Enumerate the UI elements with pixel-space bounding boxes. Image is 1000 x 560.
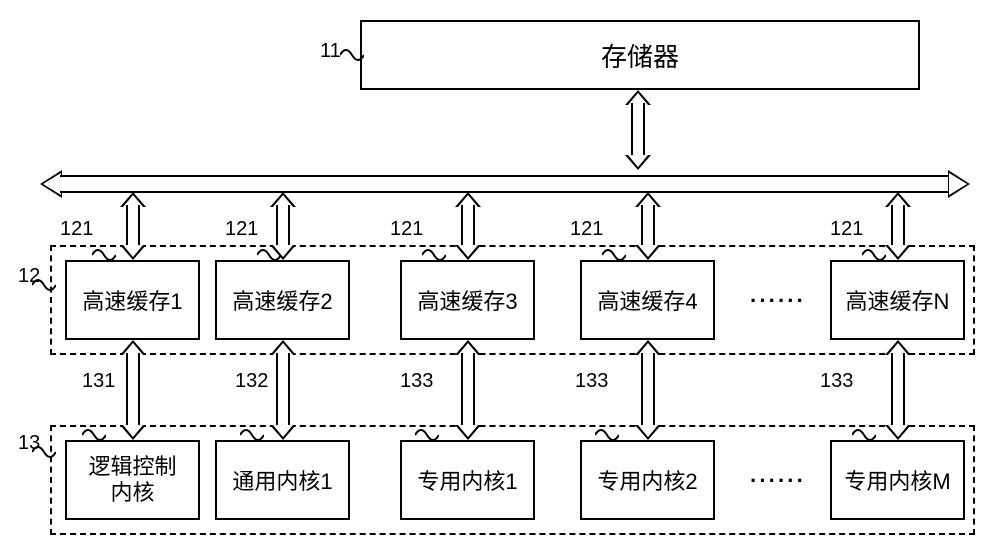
cache-4: 高速缓存4 (580, 260, 715, 340)
arrow-bus-cache-n (885, 192, 911, 260)
core-general-1: 通用内核1 (215, 440, 350, 520)
cache-ellipsis: ······ (750, 288, 806, 314)
ref-133-3: 133 (820, 370, 853, 393)
cache-1: 高速缓存1 (65, 260, 200, 340)
arrow-memory-bus (625, 90, 651, 170)
wiggle-12 (32, 278, 56, 292)
arrow-cache-core-1 (120, 340, 146, 440)
arrow-cache-core-n (885, 340, 911, 440)
ref-11: 11 (320, 40, 341, 63)
core-dedicated-1: 专用内核1 (400, 440, 535, 520)
wiggle-11 (340, 48, 364, 62)
arrow-cache-core-4 (635, 340, 661, 440)
arrow-cache-core-3 (455, 340, 481, 440)
cache-n: 高速缓存N (830, 260, 965, 340)
ref-121-3: 121 (390, 218, 423, 241)
ref-121-2: 121 (225, 218, 258, 241)
arrow-bus-cache-1 (120, 192, 146, 260)
arrow-bus-cache-3 (455, 192, 481, 260)
core-logic: 逻辑控制 内核 (65, 440, 200, 520)
core-dedicated-m: 专用内核M (830, 440, 965, 520)
cache-3: 高速缓存3 (400, 260, 535, 340)
ref-131: 131 (82, 370, 115, 393)
arrow-cache-core-2 (270, 340, 296, 440)
arrow-bus-cache-4 (635, 192, 661, 260)
ref-132: 132 (235, 370, 268, 393)
core-dedicated-2: 专用内核2 (580, 440, 715, 520)
cache-2: 高速缓存2 (215, 260, 350, 340)
system-bus (40, 170, 970, 198)
ref-121-4: 121 (570, 218, 603, 241)
ref-121-5: 121 (830, 218, 863, 241)
memory-label: 存储器 (601, 37, 679, 74)
wiggle-13 (32, 445, 56, 459)
arrow-bus-cache-2 (270, 192, 296, 260)
ref-133-2: 133 (575, 370, 608, 393)
ref-133-1: 133 (400, 370, 433, 393)
core-ellipsis: ······ (750, 468, 806, 494)
ref-121-1: 121 (60, 218, 93, 241)
diagram-canvas: 存储器 11 12 121 121 121 121 121 高速缓存1 高速缓存… (0, 0, 1000, 560)
memory-box: 存储器 (360, 20, 920, 90)
